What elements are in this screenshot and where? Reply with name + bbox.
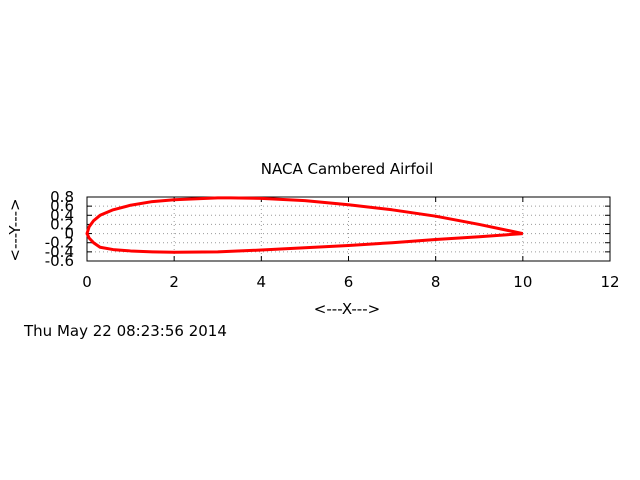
y-tick-label: -0.2: [45, 234, 74, 252]
y-tick-label: -0.6: [45, 252, 74, 270]
x-tick-label: 10: [513, 273, 532, 291]
x-tick-label: 12: [600, 273, 619, 291]
x-tick-label: 0: [82, 273, 92, 291]
axis-ticks: [86, 196, 611, 262]
y-axis-label: <---Y--->: [6, 198, 24, 261]
y-tick-label: 0.2: [50, 215, 74, 233]
x-tick-labels: 0 2 4 6 8 10 12: [82, 273, 619, 291]
x-tick-label: 4: [257, 273, 267, 291]
y-tick-label: 0.4: [50, 206, 74, 224]
x-axis-label: <---X--->: [314, 300, 380, 318]
x-tick-label: 6: [344, 273, 354, 291]
airfoil-outline-line: [85, 196, 524, 254]
chart-title: NACA Cambered Airfoil: [261, 160, 434, 178]
grid-lines: [87, 197, 610, 261]
y-tick-label: 0.8: [50, 188, 74, 206]
x-tick-label: 8: [431, 273, 441, 291]
y-tick-label: 0: [64, 225, 74, 243]
x-tick-label: 2: [169, 273, 179, 291]
y-tick-label: -0.4: [45, 243, 74, 261]
timestamp-text: Thu May 22 08:23:56 2014: [24, 322, 227, 340]
y-tick-label: 0.6: [50, 197, 74, 215]
y-tick-labels: -0.6-0.4-0.200.20.40.60.8: [45, 188, 74, 270]
